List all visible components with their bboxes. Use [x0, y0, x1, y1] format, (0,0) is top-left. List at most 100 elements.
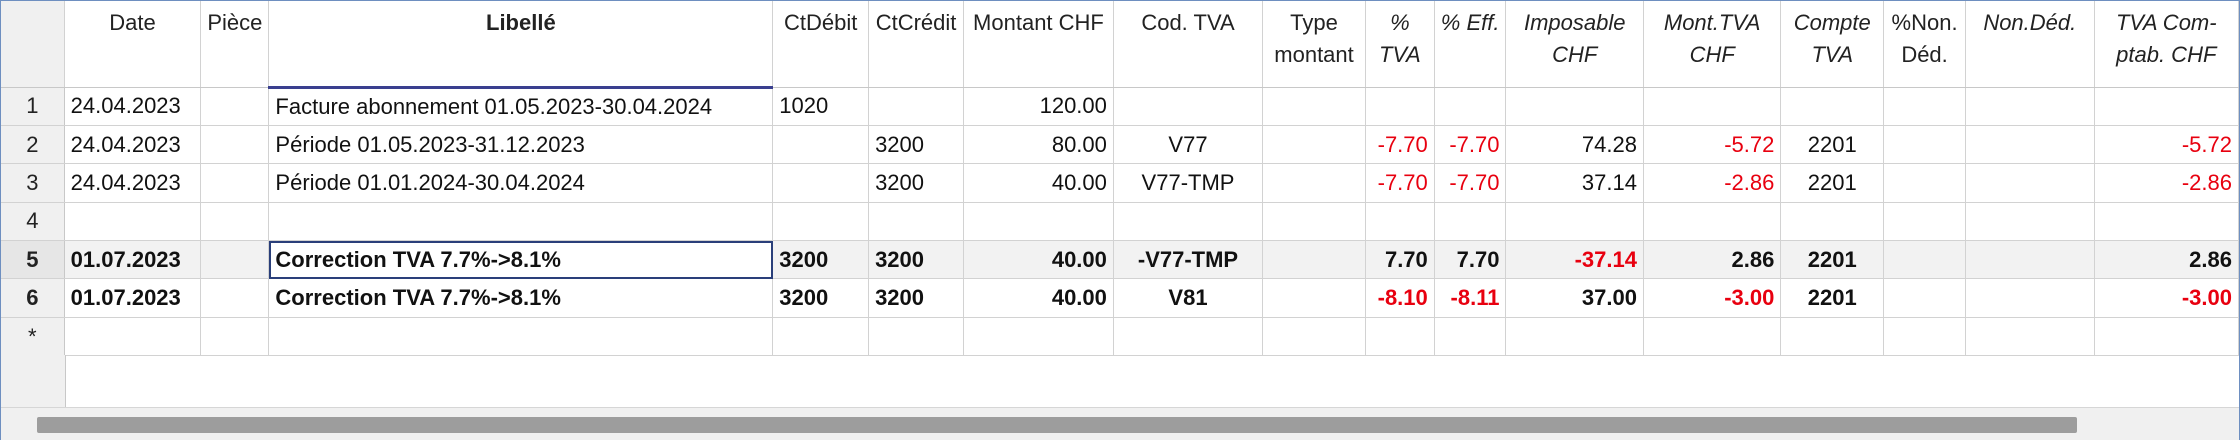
table-row-current[interactable]: 5 01.07.2023 Correction TVA 7.7%->8.1% 3… [1, 240, 2240, 280]
table-row-new[interactable]: * [1, 317, 2240, 357]
cell-piece[interactable] [200, 240, 270, 280]
cell-type-montant[interactable] [1262, 317, 1366, 357]
cell-pct-non-ded[interactable] [1883, 240, 1967, 280]
col-header-pct-eff[interactable]: % Eff. [1434, 1, 1507, 88]
cell-tva-comptab[interactable]: 2.86 [2094, 240, 2240, 280]
cell-imposable[interactable]: 37.00 [1505, 278, 1644, 318]
row-number[interactable]: 3 [1, 163, 65, 203]
cell-pct-eff[interactable] [1434, 317, 1507, 357]
cell-imposable[interactable] [1505, 202, 1644, 242]
cell-ctcredit[interactable] [868, 317, 965, 357]
col-header-pct-tva[interactable]: % TVA [1365, 1, 1435, 88]
cell-montant[interactable]: 40.00 [963, 163, 1114, 203]
cell-imposable[interactable] [1505, 317, 1644, 357]
cell-piece[interactable] [200, 125, 270, 165]
cell-type-montant[interactable] [1262, 278, 1366, 318]
cell-pct-eff[interactable] [1434, 87, 1507, 126]
row-number[interactable]: 2 [1, 125, 65, 165]
cell-imposable[interactable]: 37.14 [1505, 163, 1644, 203]
table-row[interactable]: 1 24.04.2023 Facture abonnement 01.05.20… [1, 87, 2240, 126]
cell-ctdebit[interactable] [772, 163, 870, 203]
cell-montant[interactable]: 40.00 [963, 240, 1114, 280]
cell-codtva[interactable] [1113, 202, 1264, 242]
table-row[interactable]: 3 24.04.2023 Période 01.01.2024-30.04.20… [1, 163, 2240, 203]
cell-piece[interactable] [200, 163, 270, 203]
col-header-ctcredit[interactable]: CtCrédit [868, 1, 965, 88]
cell-tva-comptab[interactable] [2094, 317, 2240, 357]
cell-tva-comptab[interactable] [2094, 87, 2240, 126]
cell-imposable[interactable]: -37.14 [1505, 240, 1644, 280]
cell-libelle[interactable]: Correction TVA 7.7%->8.1% [268, 278, 774, 318]
col-header-imposable[interactable]: Imposable CHF [1505, 1, 1644, 88]
cell-ctcredit[interactable]: 3200 [868, 278, 965, 318]
cell-piece[interactable] [200, 317, 270, 357]
cell-pct-eff[interactable]: -8.11 [1434, 278, 1507, 318]
cell-mont-tva[interactable] [1643, 202, 1782, 242]
cell-piece[interactable] [200, 278, 270, 318]
cell-pct-eff[interactable]: -7.70 [1434, 163, 1507, 203]
cell-pct-non-ded[interactable] [1883, 87, 1967, 126]
col-header-non-ded[interactable]: Non.Déd. [1965, 1, 2095, 88]
cell-compte-tva[interactable]: 2201 [1780, 125, 1885, 165]
cell-pct-tva[interactable] [1365, 317, 1435, 357]
cell-pct-tva[interactable] [1365, 87, 1435, 126]
table-row[interactable]: 4 [1, 202, 2240, 242]
cell-montant[interactable]: 80.00 [963, 125, 1114, 165]
cell-compte-tva[interactable]: 2201 [1780, 163, 1885, 203]
table-row[interactable]: 2 24.04.2023 Période 01.05.2023-31.12.20… [1, 125, 2240, 165]
cell-pct-eff[interactable] [1434, 202, 1507, 242]
cell-tva-comptab[interactable]: -5.72 [2094, 125, 2240, 165]
cell-compte-tva[interactable] [1780, 317, 1885, 357]
cell-pct-tva[interactable]: 7.70 [1365, 240, 1435, 280]
cell-pct-tva[interactable] [1365, 202, 1435, 242]
cell-ctcredit[interactable]: 3200 [868, 163, 965, 203]
cell-ctcredit[interactable] [868, 202, 965, 242]
cell-mont-tva[interactable] [1643, 317, 1782, 357]
cell-ctcredit[interactable]: 3200 [868, 125, 965, 165]
cell-pct-eff[interactable]: -7.70 [1434, 125, 1507, 165]
col-header-codtva[interactable]: Cod. TVA [1113, 1, 1264, 88]
cell-tva-comptab[interactable] [2094, 202, 2240, 242]
col-header-type-montant[interactable]: Type montant [1262, 1, 1366, 88]
cell-ctdebit[interactable] [772, 317, 870, 357]
cell-date[interactable]: 01.07.2023 [64, 240, 202, 280]
col-header-tva-comptab[interactable]: TVA Com-ptab. CHF [2094, 1, 2240, 88]
cell-pct-tva[interactable]: -8.10 [1365, 278, 1435, 318]
cell-pct-tva[interactable]: -7.70 [1365, 163, 1435, 203]
col-header-piece[interactable]: Pièce [200, 1, 270, 88]
col-header-pct-non-ded[interactable]: %Non. Déd. [1883, 1, 1967, 88]
cell-compte-tva[interactable] [1780, 202, 1885, 242]
cell-imposable[interactable] [1505, 87, 1644, 126]
cell-pct-non-ded[interactable] [1883, 125, 1967, 165]
cell-mont-tva[interactable]: 2.86 [1643, 240, 1782, 280]
table-row[interactable]: 6 01.07.2023 Correction TVA 7.7%->8.1% 3… [1, 278, 2240, 318]
cell-non-ded[interactable] [1965, 163, 2095, 203]
cell-non-ded[interactable] [1965, 317, 2095, 357]
cell-mont-tva[interactable] [1643, 87, 1782, 126]
cell-montant[interactable]: 120.00 [963, 87, 1114, 126]
cell-mont-tva[interactable]: -3.00 [1643, 278, 1782, 318]
cell-non-ded[interactable] [1965, 240, 2095, 280]
cell-date[interactable]: 24.04.2023 [64, 125, 202, 165]
cell-non-ded[interactable] [1965, 202, 2095, 242]
cell-codtva[interactable]: V77-TMP [1113, 163, 1264, 203]
cell-montant[interactable]: 40.00 [963, 278, 1114, 318]
cell-tva-comptab[interactable]: -3.00 [2094, 278, 2240, 318]
cell-libelle[interactable]: Période 01.05.2023-31.12.2023 [268, 125, 774, 165]
cell-montant[interactable] [963, 317, 1114, 357]
cell-libelle[interactable]: Facture abonnement 01.05.2023-30.04.2024 [268, 87, 774, 126]
cell-date[interactable]: 24.04.2023 [64, 163, 202, 203]
col-header-compte-tva[interactable]: Compte TVA [1780, 1, 1885, 88]
row-number[interactable]: 6 [1, 278, 65, 318]
col-header-date[interactable]: Date [64, 1, 202, 88]
cell-ctcredit[interactable] [868, 87, 965, 126]
cell-codtva[interactable] [1113, 87, 1264, 126]
cell-date[interactable] [64, 317, 202, 357]
cell-pct-non-ded[interactable] [1883, 163, 1967, 203]
cell-mont-tva[interactable]: -5.72 [1643, 125, 1782, 165]
row-number[interactable]: 1 [1, 87, 65, 126]
cell-piece[interactable] [200, 202, 270, 242]
cell-montant[interactable] [963, 202, 1114, 242]
row-number[interactable]: 5 [1, 240, 65, 280]
cell-ctdebit[interactable]: 3200 [772, 278, 870, 318]
